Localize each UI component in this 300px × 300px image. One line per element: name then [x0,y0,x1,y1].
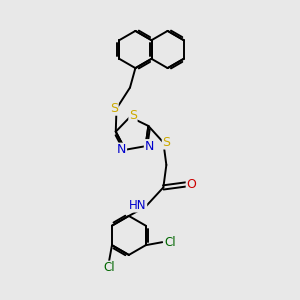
Text: O: O [186,178,196,191]
Text: S: S [110,102,118,115]
Text: Cl: Cl [164,236,176,249]
Text: S: S [162,136,170,149]
Text: HN: HN [129,199,147,212]
Text: Cl: Cl [103,261,115,274]
Text: N: N [117,143,127,156]
Text: N: N [144,140,154,153]
Text: S: S [129,109,137,122]
